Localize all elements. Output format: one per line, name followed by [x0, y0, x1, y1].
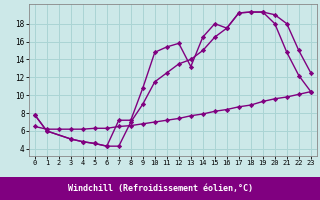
Text: Windchill (Refroidissement éolien,°C): Windchill (Refroidissement éolien,°C) — [68, 184, 252, 193]
